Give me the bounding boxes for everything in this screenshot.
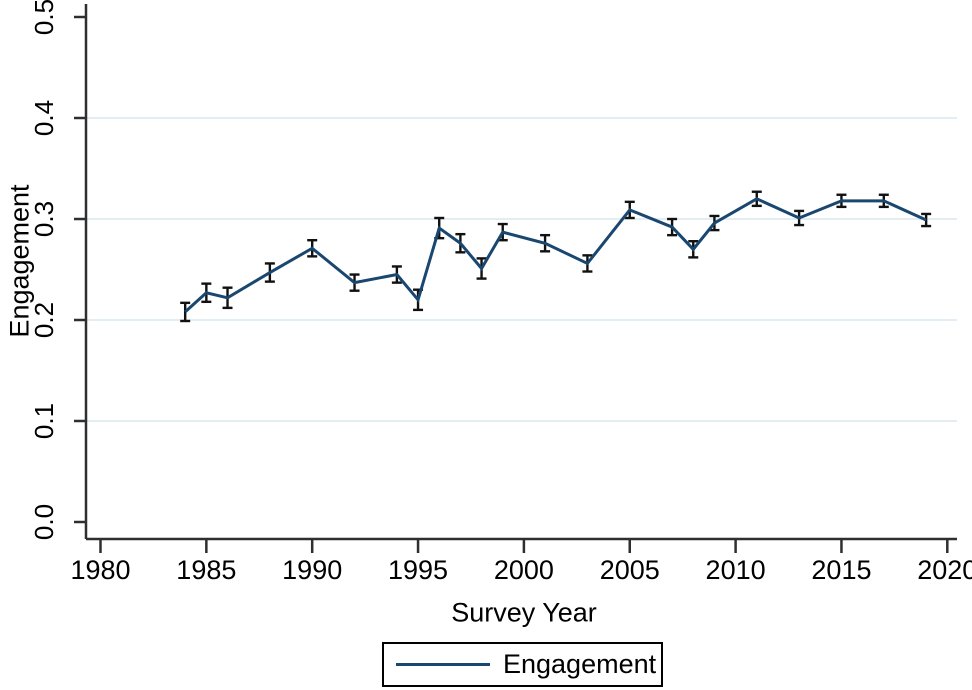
y-tick-label: 0.0	[29, 504, 59, 540]
x-tick-label: 2000	[494, 555, 554, 585]
x-tick-label: 2015	[811, 555, 871, 585]
x-axis-title: Survey Year	[451, 597, 597, 628]
x-tick-label: 2020	[917, 555, 972, 585]
legend-line-sample	[396, 663, 490, 666]
x-tick-label: 2010	[706, 555, 766, 585]
y-tick-label: 0.2	[29, 302, 59, 338]
y-tick-label: 0.5	[29, 0, 59, 35]
x-tick-label: 1985	[176, 555, 236, 585]
x-tick-label: 1995	[388, 555, 448, 585]
x-tick-label: 1990	[282, 555, 342, 585]
x-tick-label: 1980	[70, 555, 130, 585]
gridlines	[86, 117, 957, 422]
legend-label: Engagement	[503, 649, 657, 679]
engagement-line	[184, 197, 927, 314]
error-bars	[180, 190, 932, 323]
axes: 0.0 0.1 0.2 0.3 0.4 0.5 1980 1985 1990 1995 2000 20…	[29, 0, 972, 585]
y-tick-label: 0.4	[29, 100, 59, 136]
y-tick-label: 0.1	[29, 403, 59, 439]
legend: Engagement	[382, 642, 663, 687]
x-tick-label: 2005	[600, 555, 660, 585]
y-axis-title: Engagement	[4, 184, 35, 338]
y-tick-label: 0.3	[29, 201, 59, 237]
